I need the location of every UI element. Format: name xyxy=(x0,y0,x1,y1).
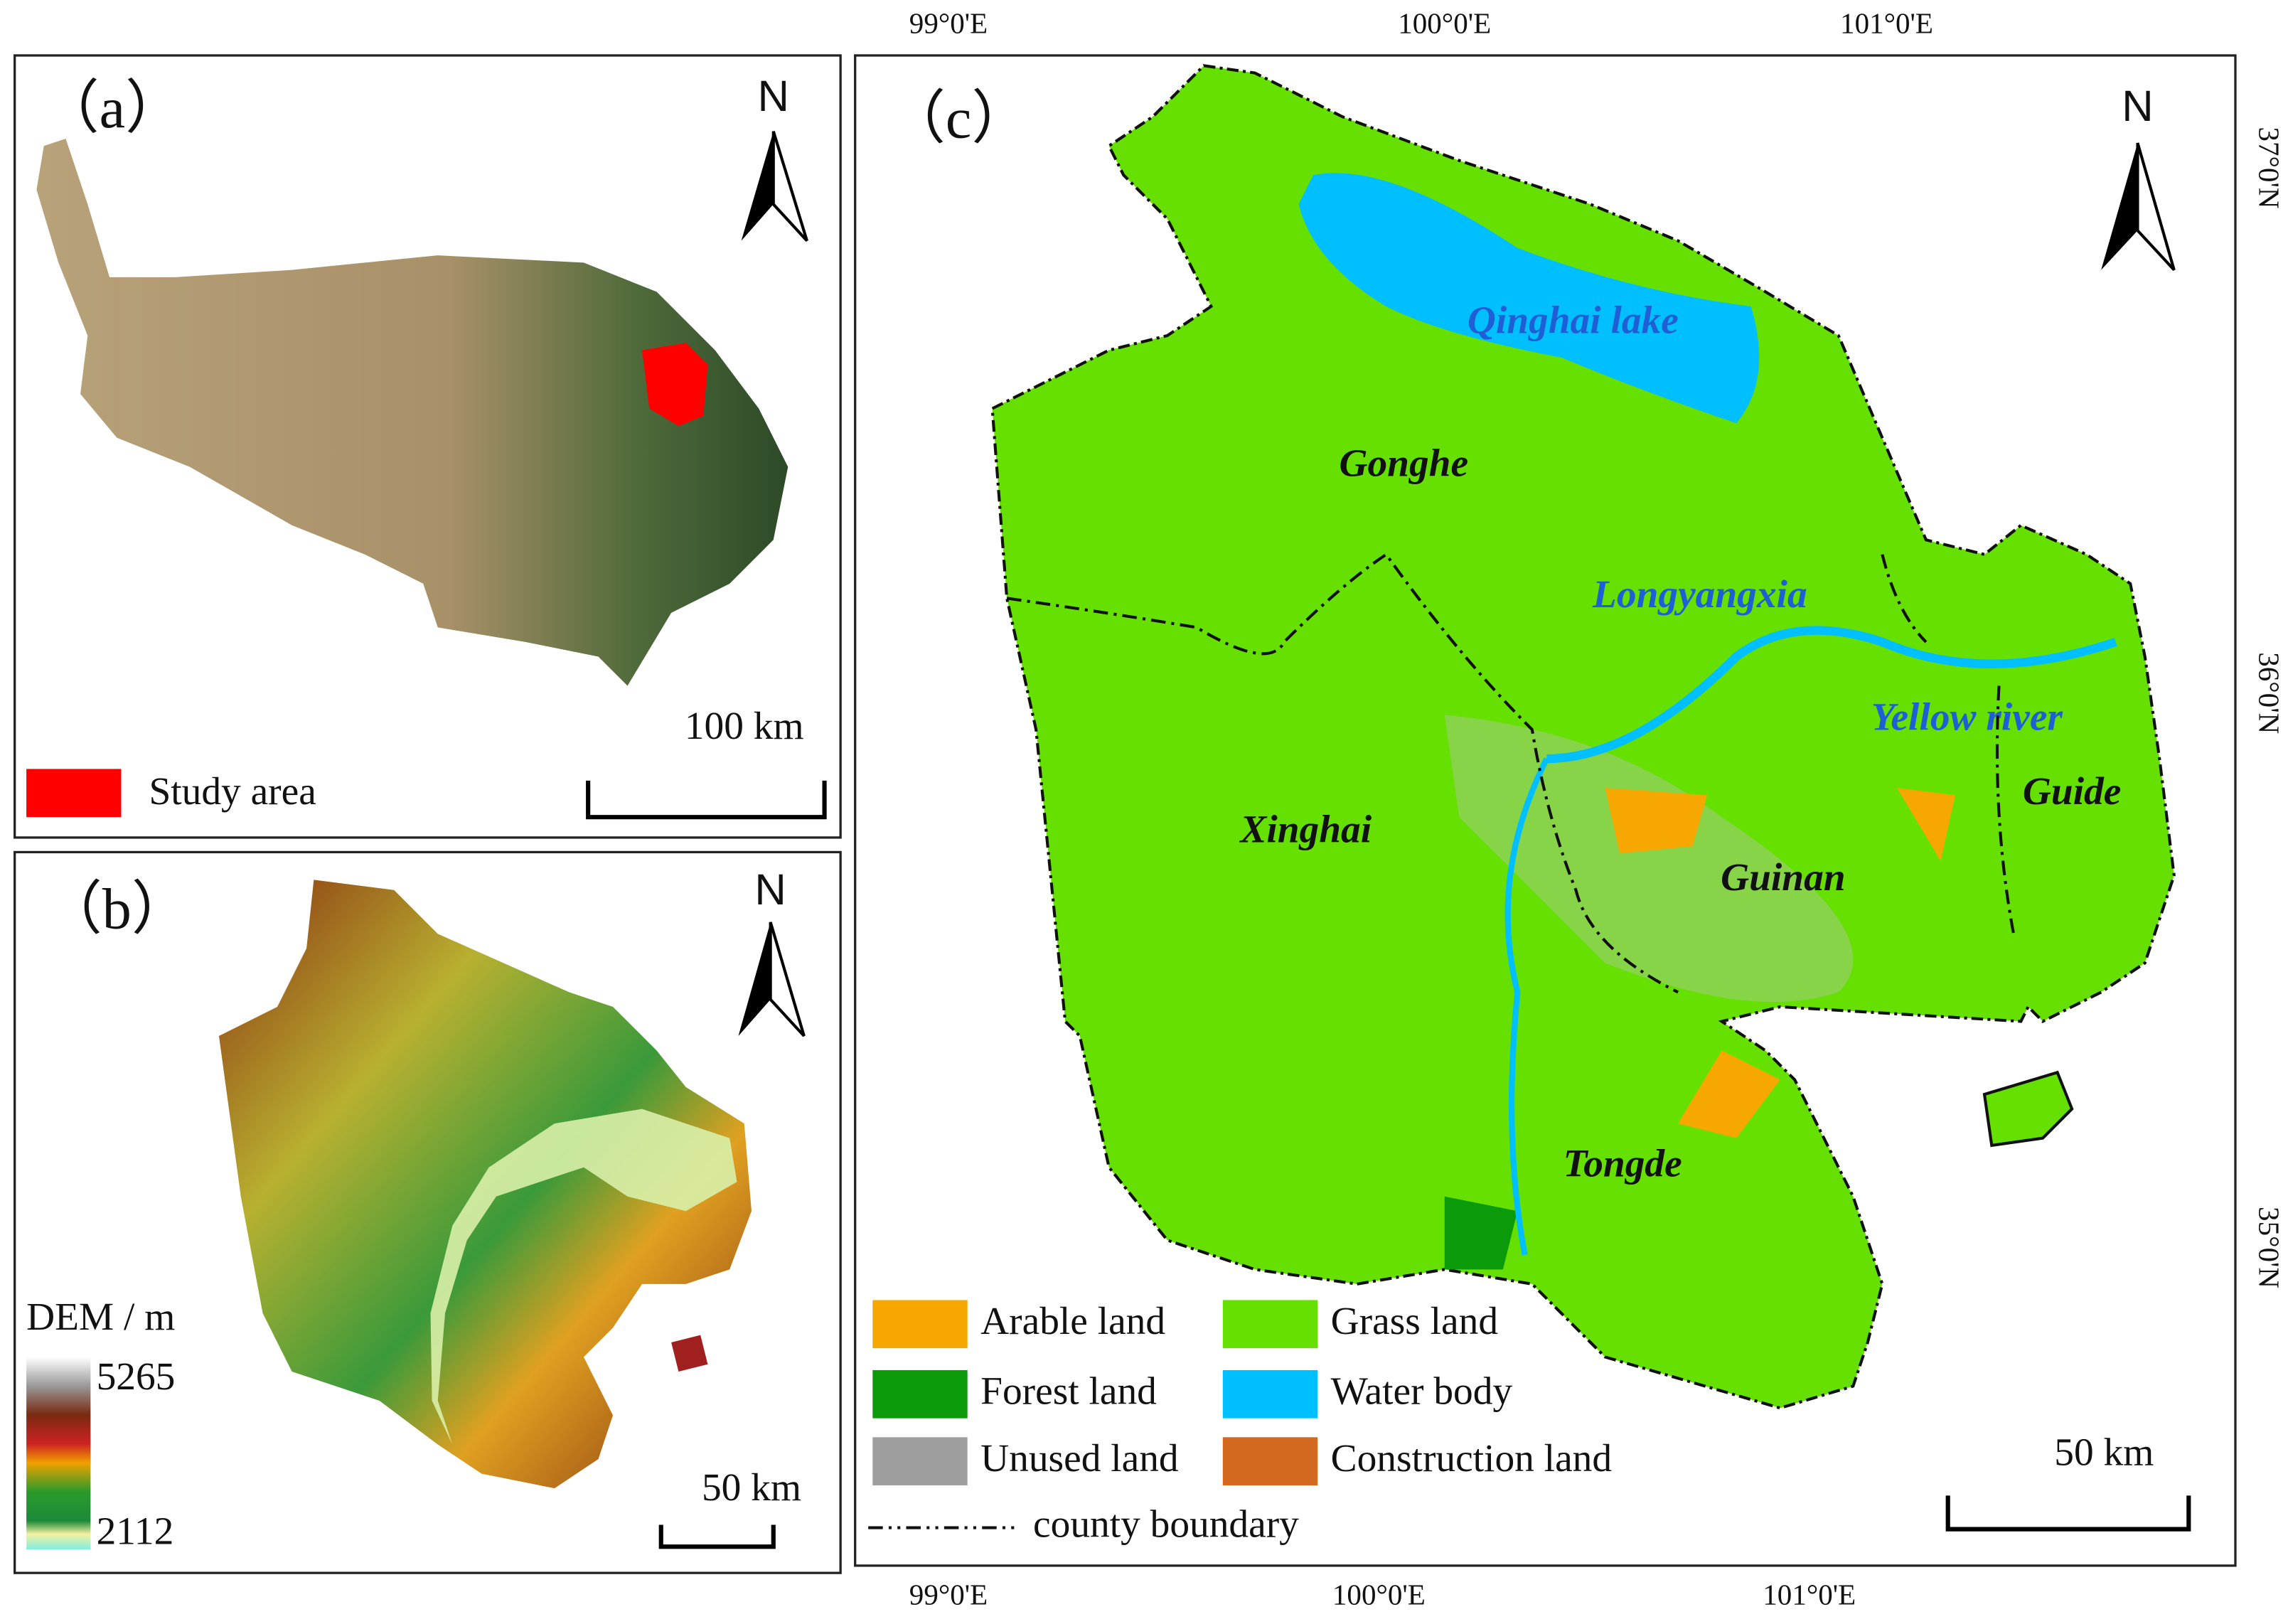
north-arrow: N xyxy=(738,865,806,1037)
place-label: Yellow river xyxy=(1871,695,2063,738)
north-arrow: N xyxy=(2101,82,2176,272)
legend-swatch xyxy=(872,1300,968,1349)
scale-bar xyxy=(658,1524,776,1549)
legend-label: Water body xyxy=(1331,1369,1513,1413)
legend-swatch xyxy=(872,1437,968,1486)
yellow-river xyxy=(1546,626,2117,764)
north-label: N xyxy=(2122,82,2153,131)
county-boundaries xyxy=(1006,552,2016,994)
panel-frame xyxy=(14,850,842,1574)
north-label: N xyxy=(754,865,786,914)
place-label: Guide xyxy=(2023,769,2121,813)
panel-frame xyxy=(14,54,842,839)
legend-swatch xyxy=(1222,1300,1318,1349)
longitude-label: 99°0'E xyxy=(909,6,988,39)
legend-label: Arable land xyxy=(980,1299,1165,1342)
longitude-label: 99°0'E xyxy=(909,1578,988,1610)
longitude-label: 101°0'E xyxy=(1763,1578,1856,1610)
longitude-label: 100°0'E xyxy=(1398,6,1491,39)
study-area-map xyxy=(990,64,2176,1410)
study-area xyxy=(642,343,708,427)
guinan-basin xyxy=(1444,715,1854,1003)
river-branch xyxy=(1504,757,1550,1256)
map-exclave xyxy=(1982,1070,2074,1148)
forest-patch xyxy=(1444,1196,1518,1270)
dem-colorbar xyxy=(26,1357,91,1550)
legend-label: Unused land xyxy=(980,1436,1179,1480)
north-arrow: N xyxy=(741,72,808,242)
longitude-label: 100°0'E xyxy=(1332,1578,1426,1610)
longitude-label: 101°0'E xyxy=(1840,6,1933,39)
legend-swatch xyxy=(1222,1437,1318,1486)
north-label: N xyxy=(758,72,789,121)
dem-min: 2112 xyxy=(97,1510,174,1553)
legend-title: DEM / m xyxy=(26,1295,175,1338)
legend-label: Construction land xyxy=(1331,1436,1613,1480)
qinghai-lake xyxy=(1298,173,1760,424)
legend-label: Forest land xyxy=(980,1369,1157,1413)
latitude-label: 36°0'N xyxy=(2253,652,2286,734)
scale-bar xyxy=(586,780,827,820)
scale-label: 100 km xyxy=(685,704,804,747)
coordinate-labels: 99°0'E 100°0'E 101°0'E 99°0'E 100°0'E 101°0'E… xyxy=(909,6,2286,1610)
place-label: Gonghe xyxy=(1339,441,1468,484)
place-label: Xinghai xyxy=(1239,807,1372,850)
panel-label: （c） xyxy=(887,85,1030,150)
panel-label: （b） xyxy=(44,877,190,941)
latitude-label: 35°0'N xyxy=(2253,1207,2286,1288)
scale-bar xyxy=(1945,1495,2191,1532)
land-use-legend: Arable land Forest land Unused land Grass l… xyxy=(872,1299,1613,1486)
place-labels: Qinghai lake Gonghe Longyangxia Yellow r… xyxy=(1239,298,2121,1185)
arable-patches xyxy=(1605,788,1955,1138)
place-label: Tongde xyxy=(1563,1141,1682,1185)
place-label: Qinghai lake xyxy=(1468,298,1679,341)
tibet-plateau xyxy=(36,138,788,686)
panel-label: （a） xyxy=(41,75,184,140)
place-label: Guinan xyxy=(1721,855,1846,899)
place-label: Longyangxia xyxy=(1592,572,1807,616)
legend-swatch xyxy=(1222,1369,1318,1419)
latitude-label: 37°0'N xyxy=(2253,127,2286,209)
dem-max: 5265 xyxy=(97,1355,176,1398)
legend-swatch xyxy=(26,769,122,818)
legend-label: Study area xyxy=(149,769,316,813)
scale-label: 50 km xyxy=(2054,1431,2154,1474)
panel-frame xyxy=(854,54,2237,1567)
legend-label: Grass land xyxy=(1331,1299,1499,1342)
scale-label: 50 km xyxy=(702,1465,801,1509)
river-valley xyxy=(430,1109,737,1445)
dem-island xyxy=(671,1335,708,1372)
legend-swatch xyxy=(872,1369,968,1419)
boundary-label: county boundary xyxy=(1033,1502,1299,1545)
